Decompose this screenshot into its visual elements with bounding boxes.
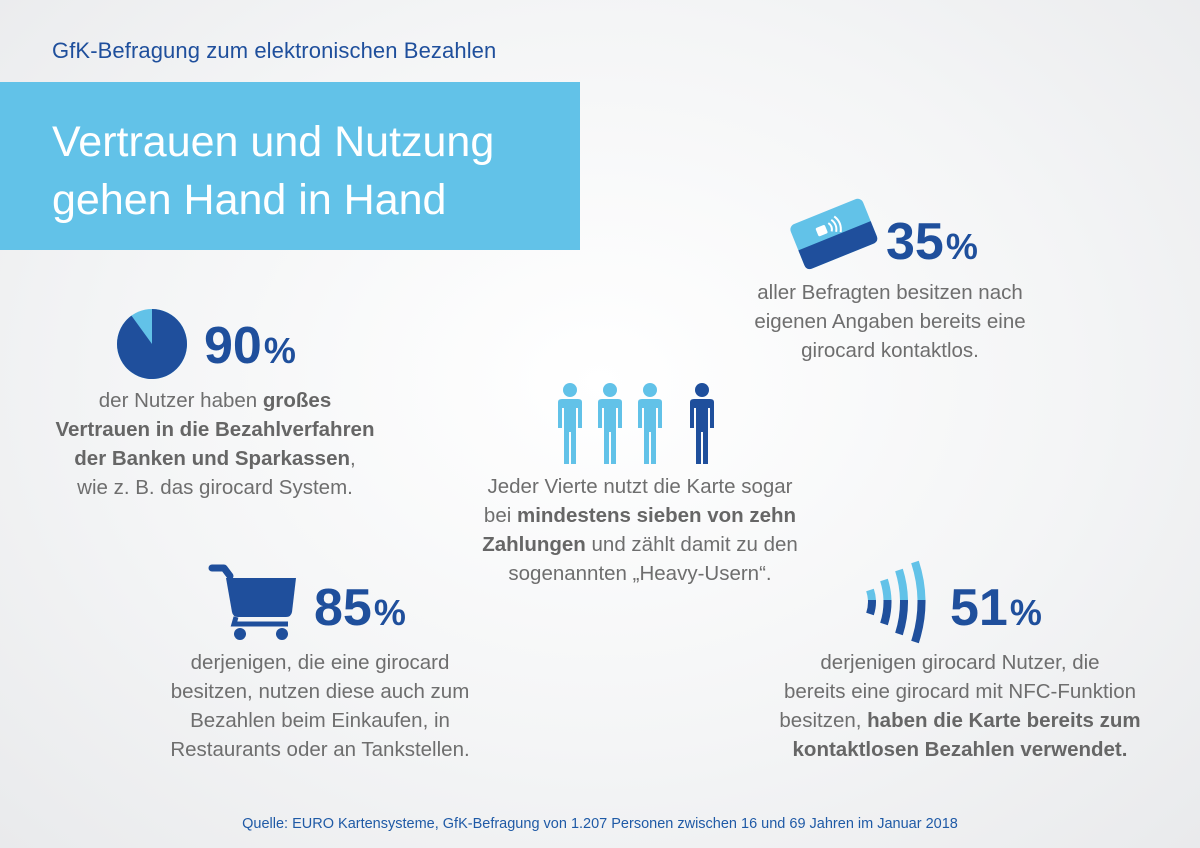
nfc-line2: bereits eine girocard mit NFC-Funktion: [783, 680, 1137, 703]
stat-heavy-text: Jeder Vierte nutzt die Karte sogar bei m…: [440, 472, 840, 588]
heavy-line3-post: und zählt damit zu den: [585, 533, 798, 556]
person-icon-highlighted: [690, 383, 714, 464]
nfc-line1: derjenigen girocard Nutzer, die: [820, 651, 1100, 674]
person-icon: [598, 383, 622, 464]
kicker-title: GfK-Befragung zum elektronischen Bezahle…: [52, 38, 497, 63]
stat-trust-number: 90: [204, 317, 262, 375]
trust-line4: wie z. B. das girocard System.: [77, 476, 353, 499]
title-line-2: gehen Hand in Hand: [52, 176, 447, 224]
stat-card-number: 35: [886, 213, 944, 271]
shopping-line2: besitzen, nutzen diese auch zum: [170, 680, 470, 703]
stat-trust-text: der Nutzer haben großes Vertrauen in die…: [20, 386, 410, 502]
pie-chart-icon: [116, 309, 187, 379]
shopping-line3: Bezahlen beim Einkaufen, in: [190, 709, 450, 732]
trust-line3-bold: der Banken und Sparkassen: [74, 447, 350, 470]
stat-trust-value: 90%: [204, 318, 296, 379]
stat-card-value: 35%: [886, 214, 978, 275]
stat-nfc-text: derjenigen girocard Nutzer, die bereits …: [740, 648, 1180, 764]
stat-shopping-value: 85%: [314, 580, 406, 641]
card-line2: eigenen Angaben bereits eine: [754, 310, 1026, 333]
shopping-line1: derjenigen, die eine girocard: [190, 651, 450, 674]
stat-trust-unit: %: [263, 330, 296, 371]
heavy-line1: Jeder Vierte nutzt die Karte sogar: [487, 475, 793, 498]
heavy-line4: sogenannten „Heavy-Usern“.: [508, 562, 772, 585]
nfc-line3-bold: haben die Karte bereits zum: [867, 709, 1141, 732]
source-footer: Quelle: EURO Kartensysteme, GfK-Befragun…: [242, 816, 958, 832]
trust-line3-post: ,: [350, 447, 356, 470]
nfc-line4-bold: kontaktlosen Bezahlen verwendet.: [792, 738, 1128, 761]
stat-nfc-value: 51%: [950, 580, 1042, 641]
nfc-waves-icon: [866, 560, 926, 644]
trust-line1-pre: der Nutzer haben: [98, 389, 263, 412]
shopping-cart-icon: [208, 564, 296, 640]
heavy-line2-bold: mindestens sieben von zehn: [516, 504, 797, 527]
people-icon: [558, 383, 714, 464]
trust-line1-bold: großes: [262, 389, 332, 412]
title-line-1: Vertrauen und Nutzung: [52, 118, 495, 166]
card-line3: girocard kontaktlos.: [801, 339, 979, 362]
stat-shopping-text: derjenigen, die eine girocard besitzen, …: [140, 648, 500, 764]
stat-nfc-number: 51: [950, 579, 1008, 637]
trust-line2-bold: Vertrauen in die Bezahlverfahren: [55, 418, 375, 441]
stat-card-unit: %: [945, 226, 978, 267]
heavy-line2-pre: bei: [483, 504, 517, 527]
person-icon: [638, 383, 662, 464]
nfc-line3-pre: besitzen,: [779, 709, 868, 732]
shopping-line4: Restaurants oder an Tankstellen.: [170, 738, 470, 761]
stat-shopping-unit: %: [373, 592, 406, 633]
title-band: Vertrauen und Nutzung gehen Hand in Hand: [0, 82, 580, 250]
contactless-card-icon: [790, 198, 878, 270]
stat-shopping-number: 85: [314, 579, 372, 637]
stat-card-text: aller Befragten besitzen nach eigenen An…: [720, 278, 1060, 365]
person-icon: [558, 383, 582, 464]
stat-nfc-unit: %: [1009, 592, 1042, 633]
heavy-line3-bold: Zahlungen: [482, 533, 586, 556]
card-line1: aller Befragten besitzen nach: [757, 281, 1023, 304]
